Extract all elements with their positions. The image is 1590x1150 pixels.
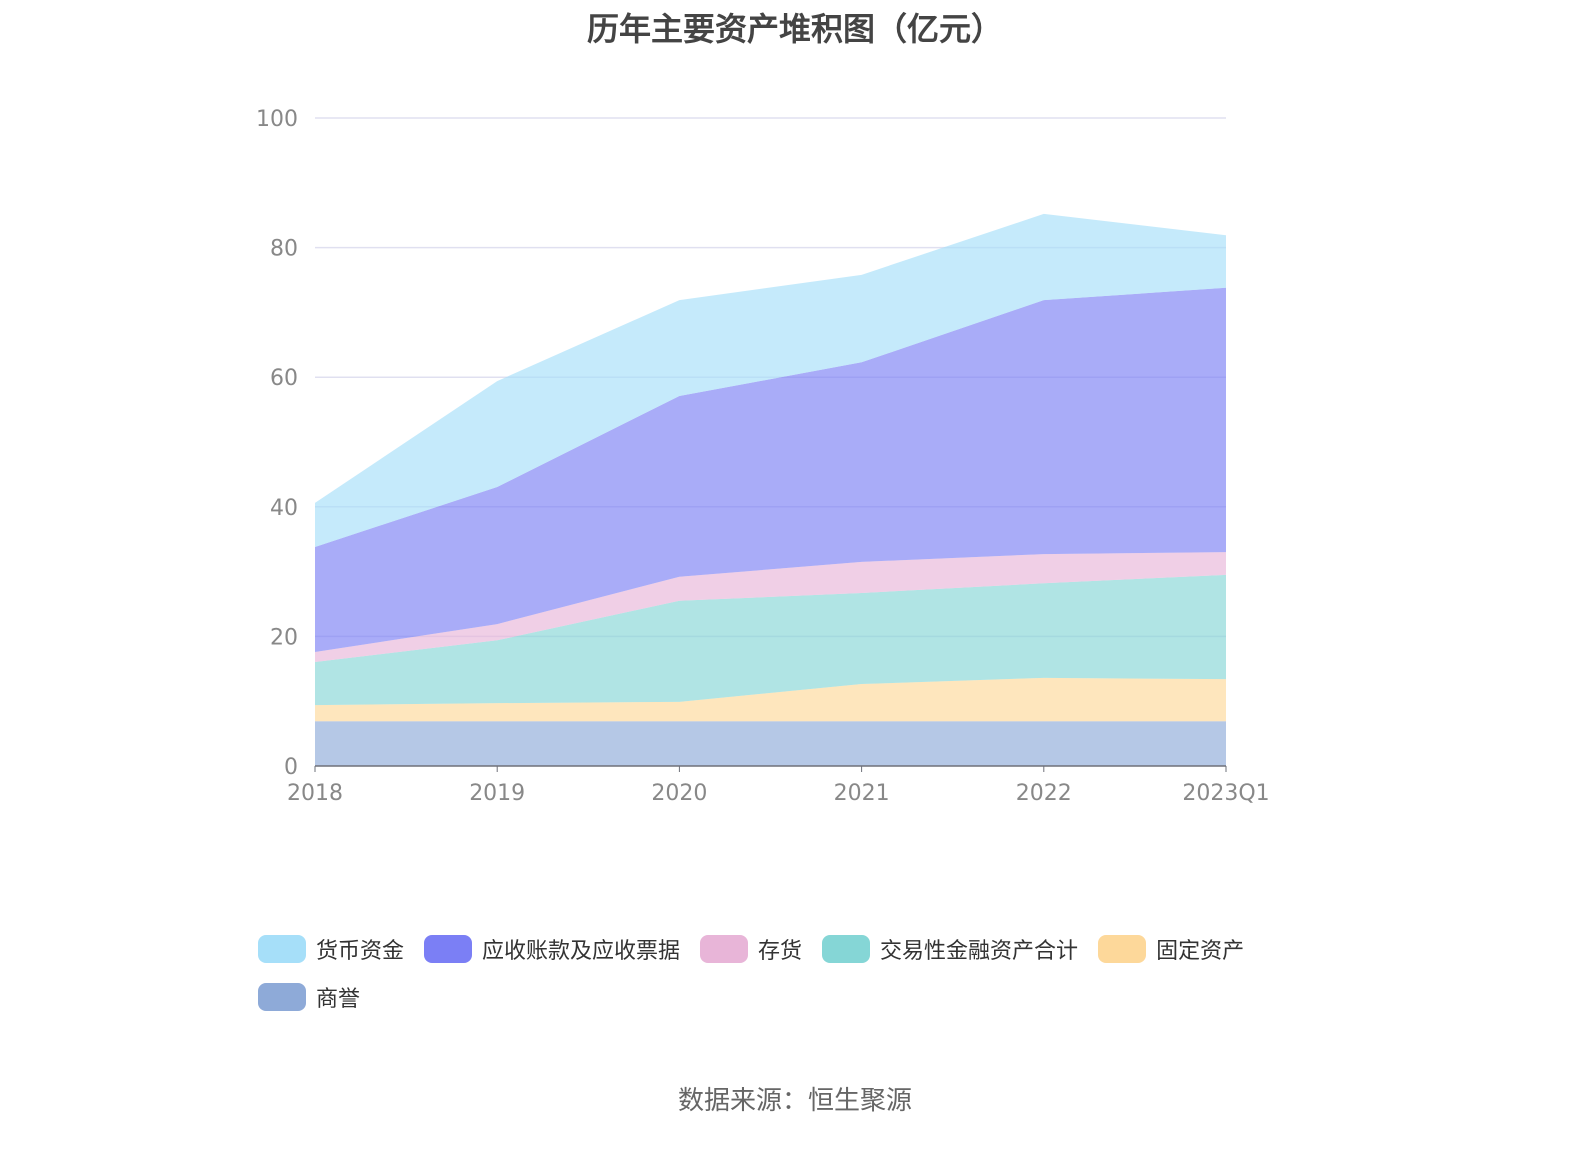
legend-swatch <box>258 983 306 1011</box>
area-货币资金 <box>315 213 1226 547</box>
x-tick-label: 2022 <box>1016 781 1072 806</box>
legend-item[interactable]: 商誉 <box>258 982 360 1012</box>
y-tick-label: 0 <box>284 755 298 780</box>
legend-swatch <box>1098 935 1147 963</box>
x-tick-label: 2023Q1 <box>1182 781 1269 806</box>
x-tick-label: 2020 <box>651 781 707 806</box>
y-tick-label: 40 <box>270 496 298 521</box>
legend-label: 存货 <box>758 939 803 964</box>
x-tick-label: 2021 <box>834 781 890 806</box>
legend: 货币资金 应收账款及应收票据 存货 交易性金融资产合计 固定资产商誉 <box>258 934 1358 1012</box>
area-商誉 <box>315 721 1226 766</box>
y-tick-label: 60 <box>270 366 298 391</box>
legend-item[interactable]: 存货 <box>700 934 802 964</box>
area-应收账款及应收票据 <box>315 287 1226 652</box>
legend-label: 应收账款及应收票据 <box>482 939 681 964</box>
area-固定资产 <box>315 677 1226 722</box>
y-tick-label: 100 <box>256 107 298 132</box>
legend-label: 货币资金 <box>316 939 405 964</box>
legend-label: 商誉 <box>316 987 361 1012</box>
legend-item[interactable]: 固定资产 <box>1098 934 1244 964</box>
y-tick-label: 20 <box>270 625 298 650</box>
legend-swatch <box>700 935 749 963</box>
legend-item[interactable]: 交易性金融资产合计 <box>822 934 1078 964</box>
legend-swatch <box>424 935 473 963</box>
x-tick-label: 2019 <box>469 781 525 806</box>
legend-label: 交易性金融资产合计 <box>880 939 1079 964</box>
legend-item[interactable]: 货币资金 <box>258 934 404 964</box>
chart-title: 历年主要资产堆积图（亿元） <box>586 10 1003 48</box>
x-tick-label: 2018 <box>287 781 343 806</box>
area-交易性金融资产合计 <box>315 574 1226 706</box>
legend-item[interactable]: 应收账款及应收票据 <box>424 934 680 964</box>
legend-swatch <box>822 935 871 963</box>
area-存货 <box>315 552 1226 662</box>
legend-label: 固定资产 <box>1156 939 1245 964</box>
legend-swatch <box>258 935 306 963</box>
data-source: 数据来源：恒生聚源 <box>677 1086 912 1116</box>
y-tick-label: 80 <box>270 237 298 262</box>
